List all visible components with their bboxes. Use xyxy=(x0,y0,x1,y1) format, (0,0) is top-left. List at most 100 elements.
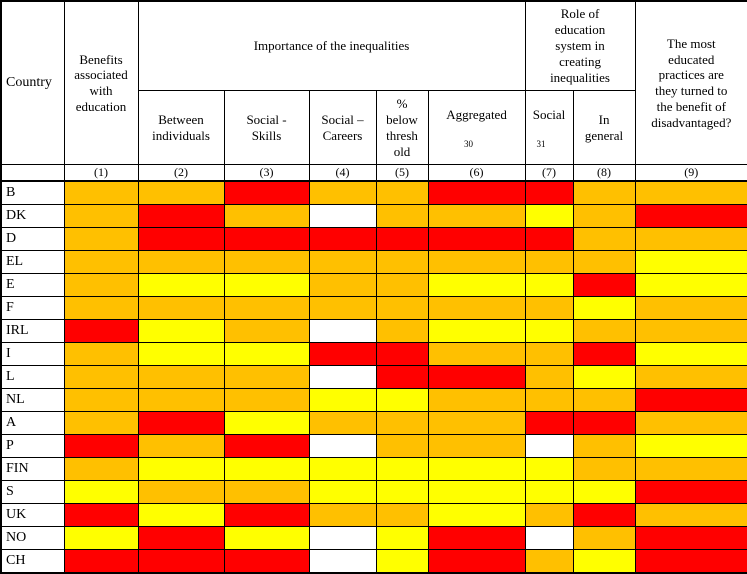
importance-group-header: Importance of the inequalities xyxy=(137,0,526,91)
column-number: (7) xyxy=(524,164,574,183)
table-row: IRL xyxy=(0,319,747,344)
grade-cell xyxy=(223,457,310,482)
grade-cell xyxy=(63,273,139,298)
grade-cell xyxy=(137,388,225,413)
grade-cell xyxy=(572,180,636,206)
grade-cell xyxy=(137,549,225,574)
country-label: A xyxy=(0,411,65,436)
grade-cell xyxy=(634,296,747,321)
column-number-row: (1) (2) (3) (4) (5) (6) (7) (8) (9) xyxy=(0,164,747,183)
grade-cell xyxy=(427,457,526,482)
grade-cell xyxy=(375,549,429,574)
grade-cell xyxy=(308,273,377,298)
grade-cell xyxy=(137,227,225,252)
grade-cell xyxy=(308,526,377,551)
grade-cell xyxy=(524,549,574,574)
grade-cell xyxy=(137,273,225,298)
grade-cell xyxy=(427,388,526,413)
country-label: B xyxy=(0,180,65,206)
grade-cell xyxy=(634,388,747,413)
grade-cell xyxy=(524,273,574,298)
grade-cell xyxy=(375,250,429,275)
benefits-header: Benefits associated with education xyxy=(63,0,139,166)
grade-cell xyxy=(63,250,139,275)
country-label: IRL xyxy=(0,319,65,344)
table-row: FIN xyxy=(0,457,747,482)
grade-cell xyxy=(63,319,139,344)
grade-cell xyxy=(223,273,310,298)
grade-cell xyxy=(524,319,574,344)
between-individuals-header: Between individuals xyxy=(137,89,225,166)
grade-cell xyxy=(524,503,574,528)
aggregated-header: Aggregated 30 xyxy=(427,89,526,166)
country-label: E xyxy=(0,273,65,298)
grade-cell xyxy=(427,273,526,298)
grade-cell xyxy=(524,342,574,367)
grade-cell xyxy=(223,250,310,275)
grade-cell xyxy=(137,250,225,275)
grade-cell xyxy=(524,526,574,551)
grade-cell xyxy=(308,411,377,436)
grade-cell xyxy=(634,526,747,551)
grade-cell xyxy=(137,319,225,344)
grade-cell xyxy=(375,388,429,413)
table-row: NO xyxy=(0,526,747,551)
country-label: P xyxy=(0,434,65,459)
grade-cell xyxy=(524,296,574,321)
grade-cell xyxy=(63,434,139,459)
grade-cell xyxy=(63,180,139,206)
country-label: D xyxy=(0,227,65,252)
column-number-empty xyxy=(0,164,65,183)
grade-cell xyxy=(634,250,747,275)
pct-below-threshold-header: % below thresh old xyxy=(375,89,429,166)
grade-cell xyxy=(375,503,429,528)
grade-cell xyxy=(137,457,225,482)
table-body: B DK D EL E F IRL I L NL A P FIN S UK NO CH xyxy=(0,180,747,574)
grade-cell xyxy=(634,549,747,574)
grade-cell xyxy=(634,480,747,505)
aggregated-label: Aggregated xyxy=(446,106,507,122)
table-row: NL xyxy=(0,388,747,413)
grade-cell xyxy=(137,204,225,229)
role-group-header: Role of education system in creating ine… xyxy=(524,0,636,91)
grade-cell xyxy=(572,227,636,252)
country-label: NO xyxy=(0,526,65,551)
grade-cell xyxy=(308,549,377,574)
grade-cell xyxy=(137,180,225,206)
column-number: (2) xyxy=(137,164,225,183)
grade-cell xyxy=(524,204,574,229)
grade-cell xyxy=(223,549,310,574)
grade-cell xyxy=(572,365,636,390)
grade-cell xyxy=(427,480,526,505)
grade-cell xyxy=(427,549,526,574)
table-row: S xyxy=(0,480,747,505)
grade-cell xyxy=(572,273,636,298)
social-label: Social xyxy=(532,106,566,122)
table-row: A xyxy=(0,411,747,436)
grade-cell xyxy=(223,480,310,505)
grade-cell xyxy=(427,503,526,528)
grade-cell xyxy=(572,411,636,436)
grade-cell xyxy=(634,411,747,436)
grade-cell xyxy=(137,296,225,321)
grade-cell xyxy=(63,411,139,436)
country-label: FIN xyxy=(0,457,65,482)
footnote-31: 31 xyxy=(536,138,546,149)
social-careers-header: Social – Careers xyxy=(308,89,377,166)
grade-cell xyxy=(572,457,636,482)
grade-cell xyxy=(375,365,429,390)
grade-cell xyxy=(634,180,747,206)
grade-cell xyxy=(223,296,310,321)
grade-cell xyxy=(634,204,747,229)
grade-cell xyxy=(137,342,225,367)
grade-cell xyxy=(223,526,310,551)
table-row: E xyxy=(0,273,747,298)
column-number: (9) xyxy=(634,164,747,183)
grade-cell xyxy=(375,227,429,252)
grade-cell xyxy=(572,434,636,459)
grade-cell xyxy=(223,342,310,367)
grade-cell xyxy=(308,204,377,229)
table-row: D xyxy=(0,227,747,252)
grade-cell xyxy=(137,411,225,436)
social-skills-header: Social - Skills xyxy=(223,89,310,166)
